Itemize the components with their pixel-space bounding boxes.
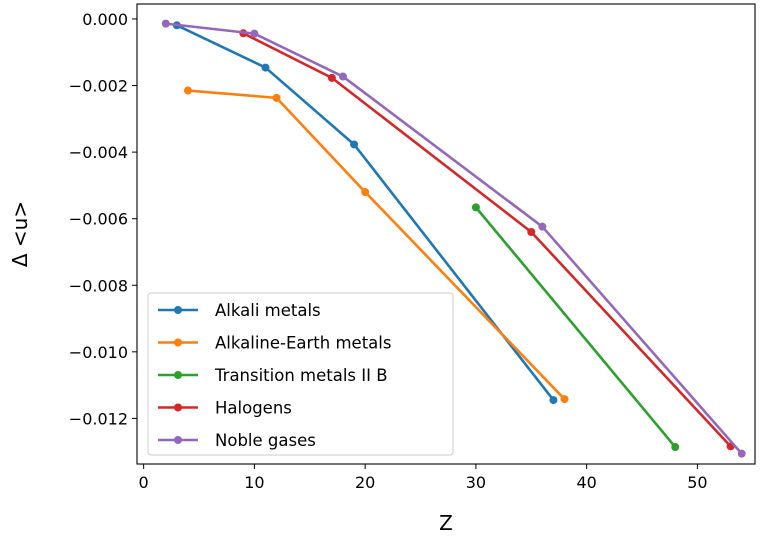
data-point <box>261 63 270 72</box>
series-line <box>242 32 732 448</box>
series-transition-metals-ii-b <box>471 203 680 452</box>
legend-swatch-marker <box>174 403 182 412</box>
legend-label: Alkali metals <box>215 301 321 320</box>
data-point <box>671 443 680 452</box>
legend-label: Halogens <box>215 399 292 418</box>
y-tick-label: −0.008 <box>69 276 128 295</box>
y-tick-label: −0.004 <box>69 143 128 162</box>
data-point <box>327 73 336 82</box>
y-tick-label: −0.006 <box>69 210 128 229</box>
data-point <box>272 93 281 102</box>
series-line <box>474 206 677 448</box>
data-point <box>350 140 359 149</box>
data-point <box>361 188 370 197</box>
plot-frame <box>136 3 756 465</box>
legend-label: Transition metals II B <box>214 366 388 385</box>
legend-entry: Noble gases <box>158 431 316 450</box>
legend-swatch-marker <box>174 338 182 347</box>
series-layer <box>161 19 746 458</box>
series-alkali-metals <box>172 21 558 405</box>
x-tick-label: 30 <box>466 473 486 492</box>
series-noble-gases <box>161 19 746 458</box>
data-point <box>737 449 746 458</box>
x-tick-label: 50 <box>687 473 707 492</box>
data-point <box>250 29 259 38</box>
legend-swatch-marker <box>174 436 182 444</box>
data-point <box>161 19 170 28</box>
x-tick-label: 10 <box>244 473 264 492</box>
y-tick-label: −0.012 <box>69 409 128 428</box>
legend-entry: Alkali metals <box>158 301 321 320</box>
x-tick-label: 0 <box>139 473 149 492</box>
data-point <box>339 72 347 81</box>
data-point <box>471 203 480 212</box>
legend-label: Alkaline-Earth metals <box>215 334 391 353</box>
y-tick-label: −0.002 <box>69 77 128 96</box>
series-line <box>187 89 566 400</box>
legend-entry: Halogens <box>158 399 292 418</box>
legend-box <box>147 292 454 456</box>
y-axis-label: Δ <u> <box>8 201 32 267</box>
y-tick-label: 0.000 <box>82 10 128 29</box>
legend-swatch-marker <box>174 306 182 314</box>
series-line <box>176 24 555 401</box>
data-point <box>549 396 558 405</box>
data-point <box>560 395 569 404</box>
x-tick-label: 40 <box>576 473 596 492</box>
data-point <box>527 228 536 237</box>
legend-swatch-marker <box>174 371 182 379</box>
series-alkaline-earth-metals <box>183 86 569 404</box>
data-point <box>183 86 192 95</box>
legend-entry: Alkaline-Earth metals <box>158 334 391 353</box>
x-axis-label: Z <box>439 511 453 535</box>
y-tick-label: −0.010 <box>69 343 128 362</box>
legend: Alkali metals Alkaline-Earth metals Transi… <box>147 292 454 456</box>
ticks-layer: 0 10 20 30 40 50 0.000 −0.002 −0.004 −0.006 −0.008… <box>69 10 708 492</box>
data-point <box>538 222 547 231</box>
legend-entry: Transition metals II B <box>158 366 388 385</box>
legend-label: Noble gases <box>215 431 316 450</box>
x-tick-label: 20 <box>355 473 375 492</box>
